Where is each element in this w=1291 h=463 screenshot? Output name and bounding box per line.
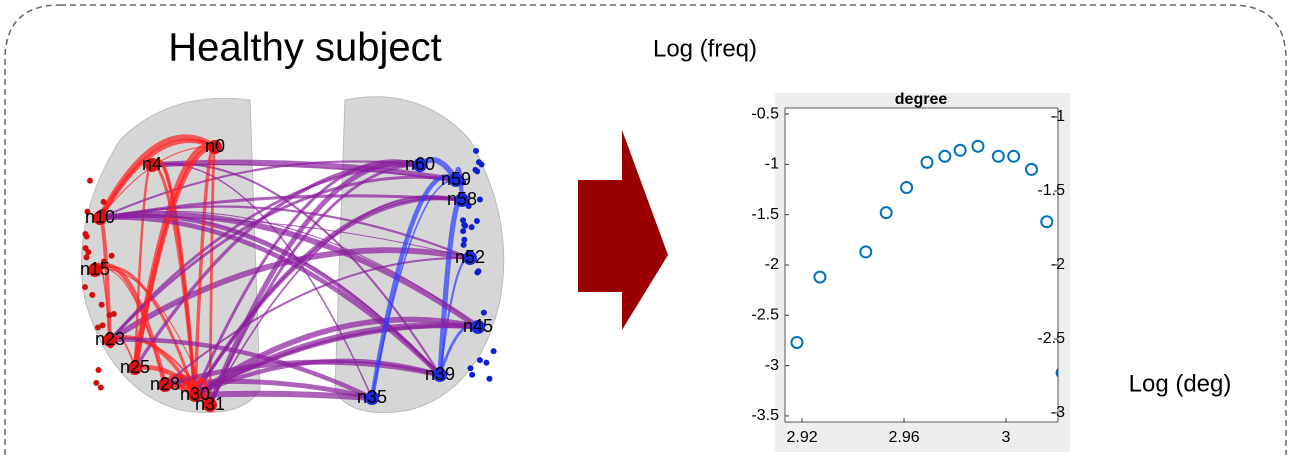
y-tick-label: -2: [765, 256, 779, 273]
small-node: [87, 178, 93, 184]
small-node: [101, 199, 107, 205]
plot-area: [785, 108, 1058, 422]
small-node: [85, 249, 91, 255]
small-node: [474, 168, 480, 174]
panel-title: Healthy subject: [168, 26, 441, 70]
small-node: [474, 218, 480, 224]
brain: n0n4n10n15n23n25n28n30n31n35n39n45n52n58…: [80, 97, 504, 414]
y-tick-label: -1: [765, 156, 779, 173]
small-node: [483, 360, 489, 366]
node-label: n10: [85, 207, 115, 227]
y2-tick-label: -1.5: [1037, 182, 1065, 199]
small-node: [460, 228, 466, 234]
y-tick-label: -3: [765, 357, 779, 374]
y2-tick-label: -2.5: [1037, 330, 1065, 347]
y2-tick-label: -1: [1051, 108, 1065, 125]
node-label: n25: [120, 357, 150, 377]
chart-title: degree: [895, 91, 948, 108]
small-node: [462, 223, 468, 229]
node-label: n60: [405, 154, 435, 174]
small-node: [491, 348, 497, 354]
figure: Healthy subject Log (freq) Log (deg) n0 n…: [0, 0, 1291, 458]
small-node: [469, 372, 475, 378]
node-label: n0: [205, 136, 225, 156]
node-label: n45: [463, 316, 493, 336]
node-label: n28: [150, 374, 180, 394]
small-node: [486, 376, 492, 382]
node-label: n31: [195, 394, 225, 414]
node-label: n35: [357, 387, 387, 407]
small-node: [82, 284, 88, 290]
small-node: [473, 148, 479, 154]
small-node: [477, 357, 483, 363]
y2-tick-label: -2: [1051, 256, 1065, 273]
node-label: n52: [455, 247, 485, 267]
x-tick-label: 2.92: [787, 429, 818, 446]
y-tick-label: -3.5: [751, 407, 779, 424]
small-node: [481, 310, 487, 316]
small-node: [89, 292, 95, 298]
small-node: [93, 380, 99, 386]
y2-tick-label: -3: [1051, 404, 1065, 421]
x-axis-label: Log (deg): [1129, 370, 1232, 397]
small-node: [467, 365, 473, 371]
node-label: n59: [441, 169, 471, 189]
y-axis-label: Log (freq): [653, 35, 757, 62]
y-tick-label: -0.5: [751, 105, 779, 122]
small-node: [477, 197, 483, 203]
x-tick-label: 2.96: [888, 429, 919, 446]
small-node: [479, 161, 485, 167]
arrow: [578, 130, 668, 330]
node-label: n39: [425, 364, 455, 384]
small-node: [474, 269, 480, 275]
node-label: n23: [95, 329, 125, 349]
small-node: [461, 237, 467, 243]
y-tick-label: -2.5: [751, 307, 779, 324]
small-node: [98, 384, 104, 390]
node-label: n15: [80, 259, 110, 279]
x-tick-label: 3: [1002, 429, 1011, 446]
small-node: [95, 367, 101, 373]
small-node: [99, 302, 105, 308]
small-node: [84, 233, 90, 239]
node-label: n58: [447, 189, 477, 209]
small-node: [106, 312, 112, 318]
small-node: [469, 224, 475, 230]
y-tick-label: -1.5: [751, 206, 779, 223]
node-label: n4: [142, 154, 162, 174]
